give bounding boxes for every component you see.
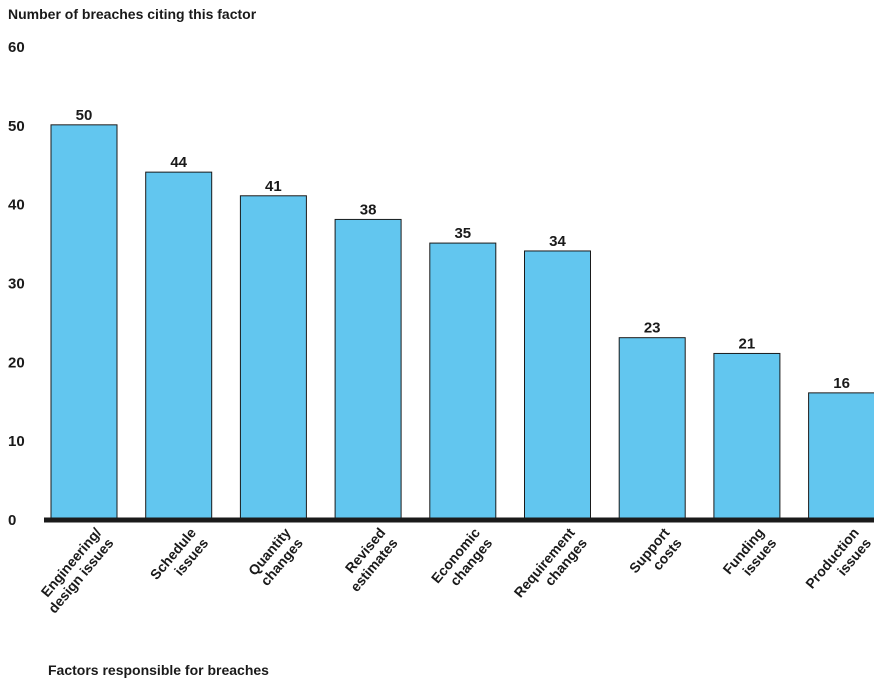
- bar: [618, 337, 686, 520]
- bar: [429, 242, 497, 520]
- x-tick-label: Engineering/design issues: [38, 525, 117, 617]
- bar-value-label: 34: [549, 233, 566, 250]
- y-tick-label: 60: [8, 39, 25, 56]
- bars: [50, 124, 874, 520]
- bar: [334, 218, 402, 520]
- x-axis-title: Factors responsible for breaches: [48, 662, 269, 678]
- bar: [239, 195, 307, 520]
- y-tick-label: 50: [8, 118, 25, 135]
- bar: [524, 250, 591, 520]
- bar: [50, 124, 118, 520]
- bar: [145, 171, 213, 520]
- bar-value-label: 23: [644, 320, 661, 337]
- bar: [713, 352, 781, 520]
- y-tick-label: 10: [8, 433, 25, 450]
- bar-value-label: 38: [360, 201, 377, 218]
- bar-value-label: 44: [170, 154, 187, 171]
- bar-value-label: 35: [454, 225, 471, 242]
- bar-value-label: 50: [76, 107, 93, 124]
- bar-value-label: 21: [739, 335, 756, 352]
- value-labels: 50 44 41 38 35 34 23 21 16: [76, 107, 850, 392]
- bar-value-label: 41: [265, 178, 282, 195]
- bar: [808, 392, 874, 520]
- y-tick-label: 40: [8, 197, 25, 214]
- y-tick-label: 0: [8, 512, 16, 529]
- y-tick-label: 20: [8, 354, 25, 371]
- bar-value-label: 16: [833, 375, 850, 392]
- y-tick-label: 30: [8, 276, 25, 293]
- y-axis-ticks: 0 10 20 30 40 50 60: [8, 39, 25, 529]
- y-axis-title: Number of breaches citing this factor: [8, 6, 257, 22]
